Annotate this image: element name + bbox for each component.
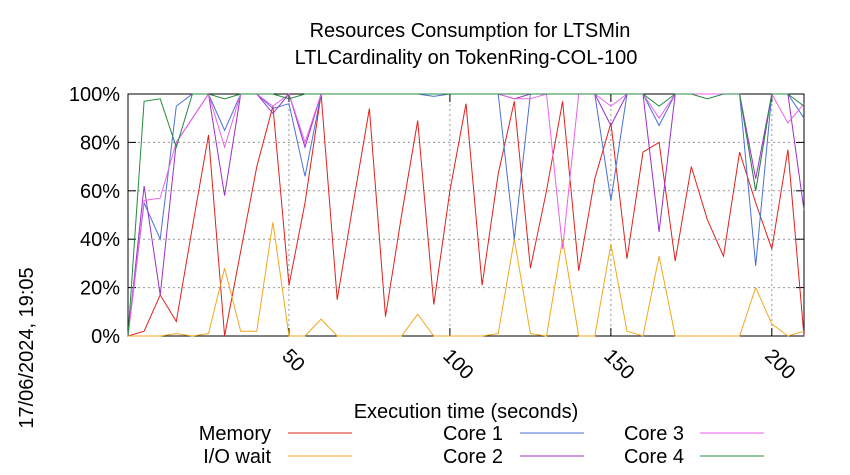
x-tick-label: 200 — [760, 345, 799, 384]
x-axis-label: Execution time (seconds) — [354, 401, 579, 423]
chart-title: Resources Consumption for LTSMin — [310, 20, 631, 42]
y-tick-label: 60% — [80, 181, 120, 203]
legend-label-core-4: Core 4 — [624, 446, 684, 468]
legend-label-i-o-wait: I/O wait — [203, 446, 271, 468]
series-line-memory — [127, 93, 805, 337]
series-layer — [127, 92, 805, 337]
series-line-core-4 — [127, 93, 805, 337]
x-tick-label: 100 — [438, 345, 477, 384]
y-tick-label: 20% — [80, 278, 120, 300]
series-line-core-3 — [127, 92, 805, 337]
axes: 0% 20% 40% 60% 80% 100% 50 100 150 200 — [69, 84, 805, 384]
legend-label-core-1: Core 1 — [443, 423, 503, 445]
chart-subtitle: LTLCardinality on TokenRing-COL-100 — [295, 47, 638, 69]
y-tick-label: 0% — [91, 326, 120, 348]
legend-label-memory: Memory — [199, 423, 271, 445]
y-tick-label: 80% — [80, 132, 120, 154]
x-tick-label: 150 — [599, 345, 638, 384]
side-timestamp: 17/06/2024, 19:05 — [16, 267, 38, 428]
grid — [128, 94, 804, 336]
series-line-i-o-wait — [128, 222, 805, 337]
y-tick-label: 40% — [80, 229, 120, 251]
legend-label-core-2: Core 2 — [443, 446, 503, 468]
x-tick-label: 50 — [277, 345, 308, 376]
y-tick-label: 100% — [69, 84, 120, 106]
legend-label-core-3: Core 3 — [624, 423, 684, 445]
